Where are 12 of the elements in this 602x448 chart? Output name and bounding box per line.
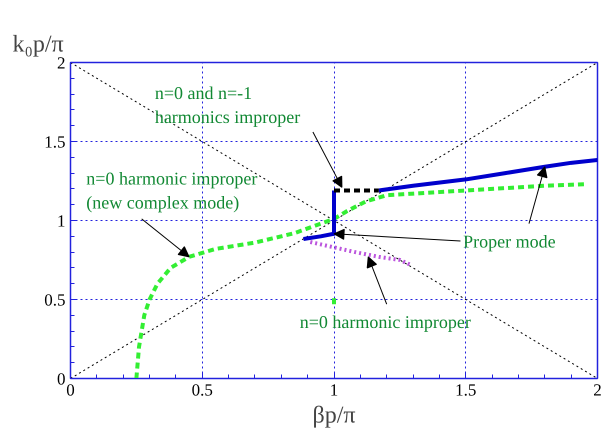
- y-tick-label: 0.5: [44, 290, 66, 310]
- annotation: n=0 and n=-1 harmonics improper: [154, 83, 300, 128]
- x-tick-label: 1: [330, 380, 338, 400]
- x-tick-label: 0.5: [192, 380, 213, 400]
- annotation: Proper mode: [463, 232, 556, 252]
- x-tick-label: 1.5: [455, 380, 476, 400]
- x-axis-title: βp/π: [312, 402, 356, 428]
- x-tick-label: 2: [593, 380, 602, 400]
- y-tick-label: 1.5: [44, 132, 66, 152]
- annotation: n=0 harmonic improper (new complex mode): [86, 168, 258, 212]
- y-tick-label: 1: [57, 212, 66, 230]
- annotation: n=0 harmonic improper: [300, 312, 471, 332]
